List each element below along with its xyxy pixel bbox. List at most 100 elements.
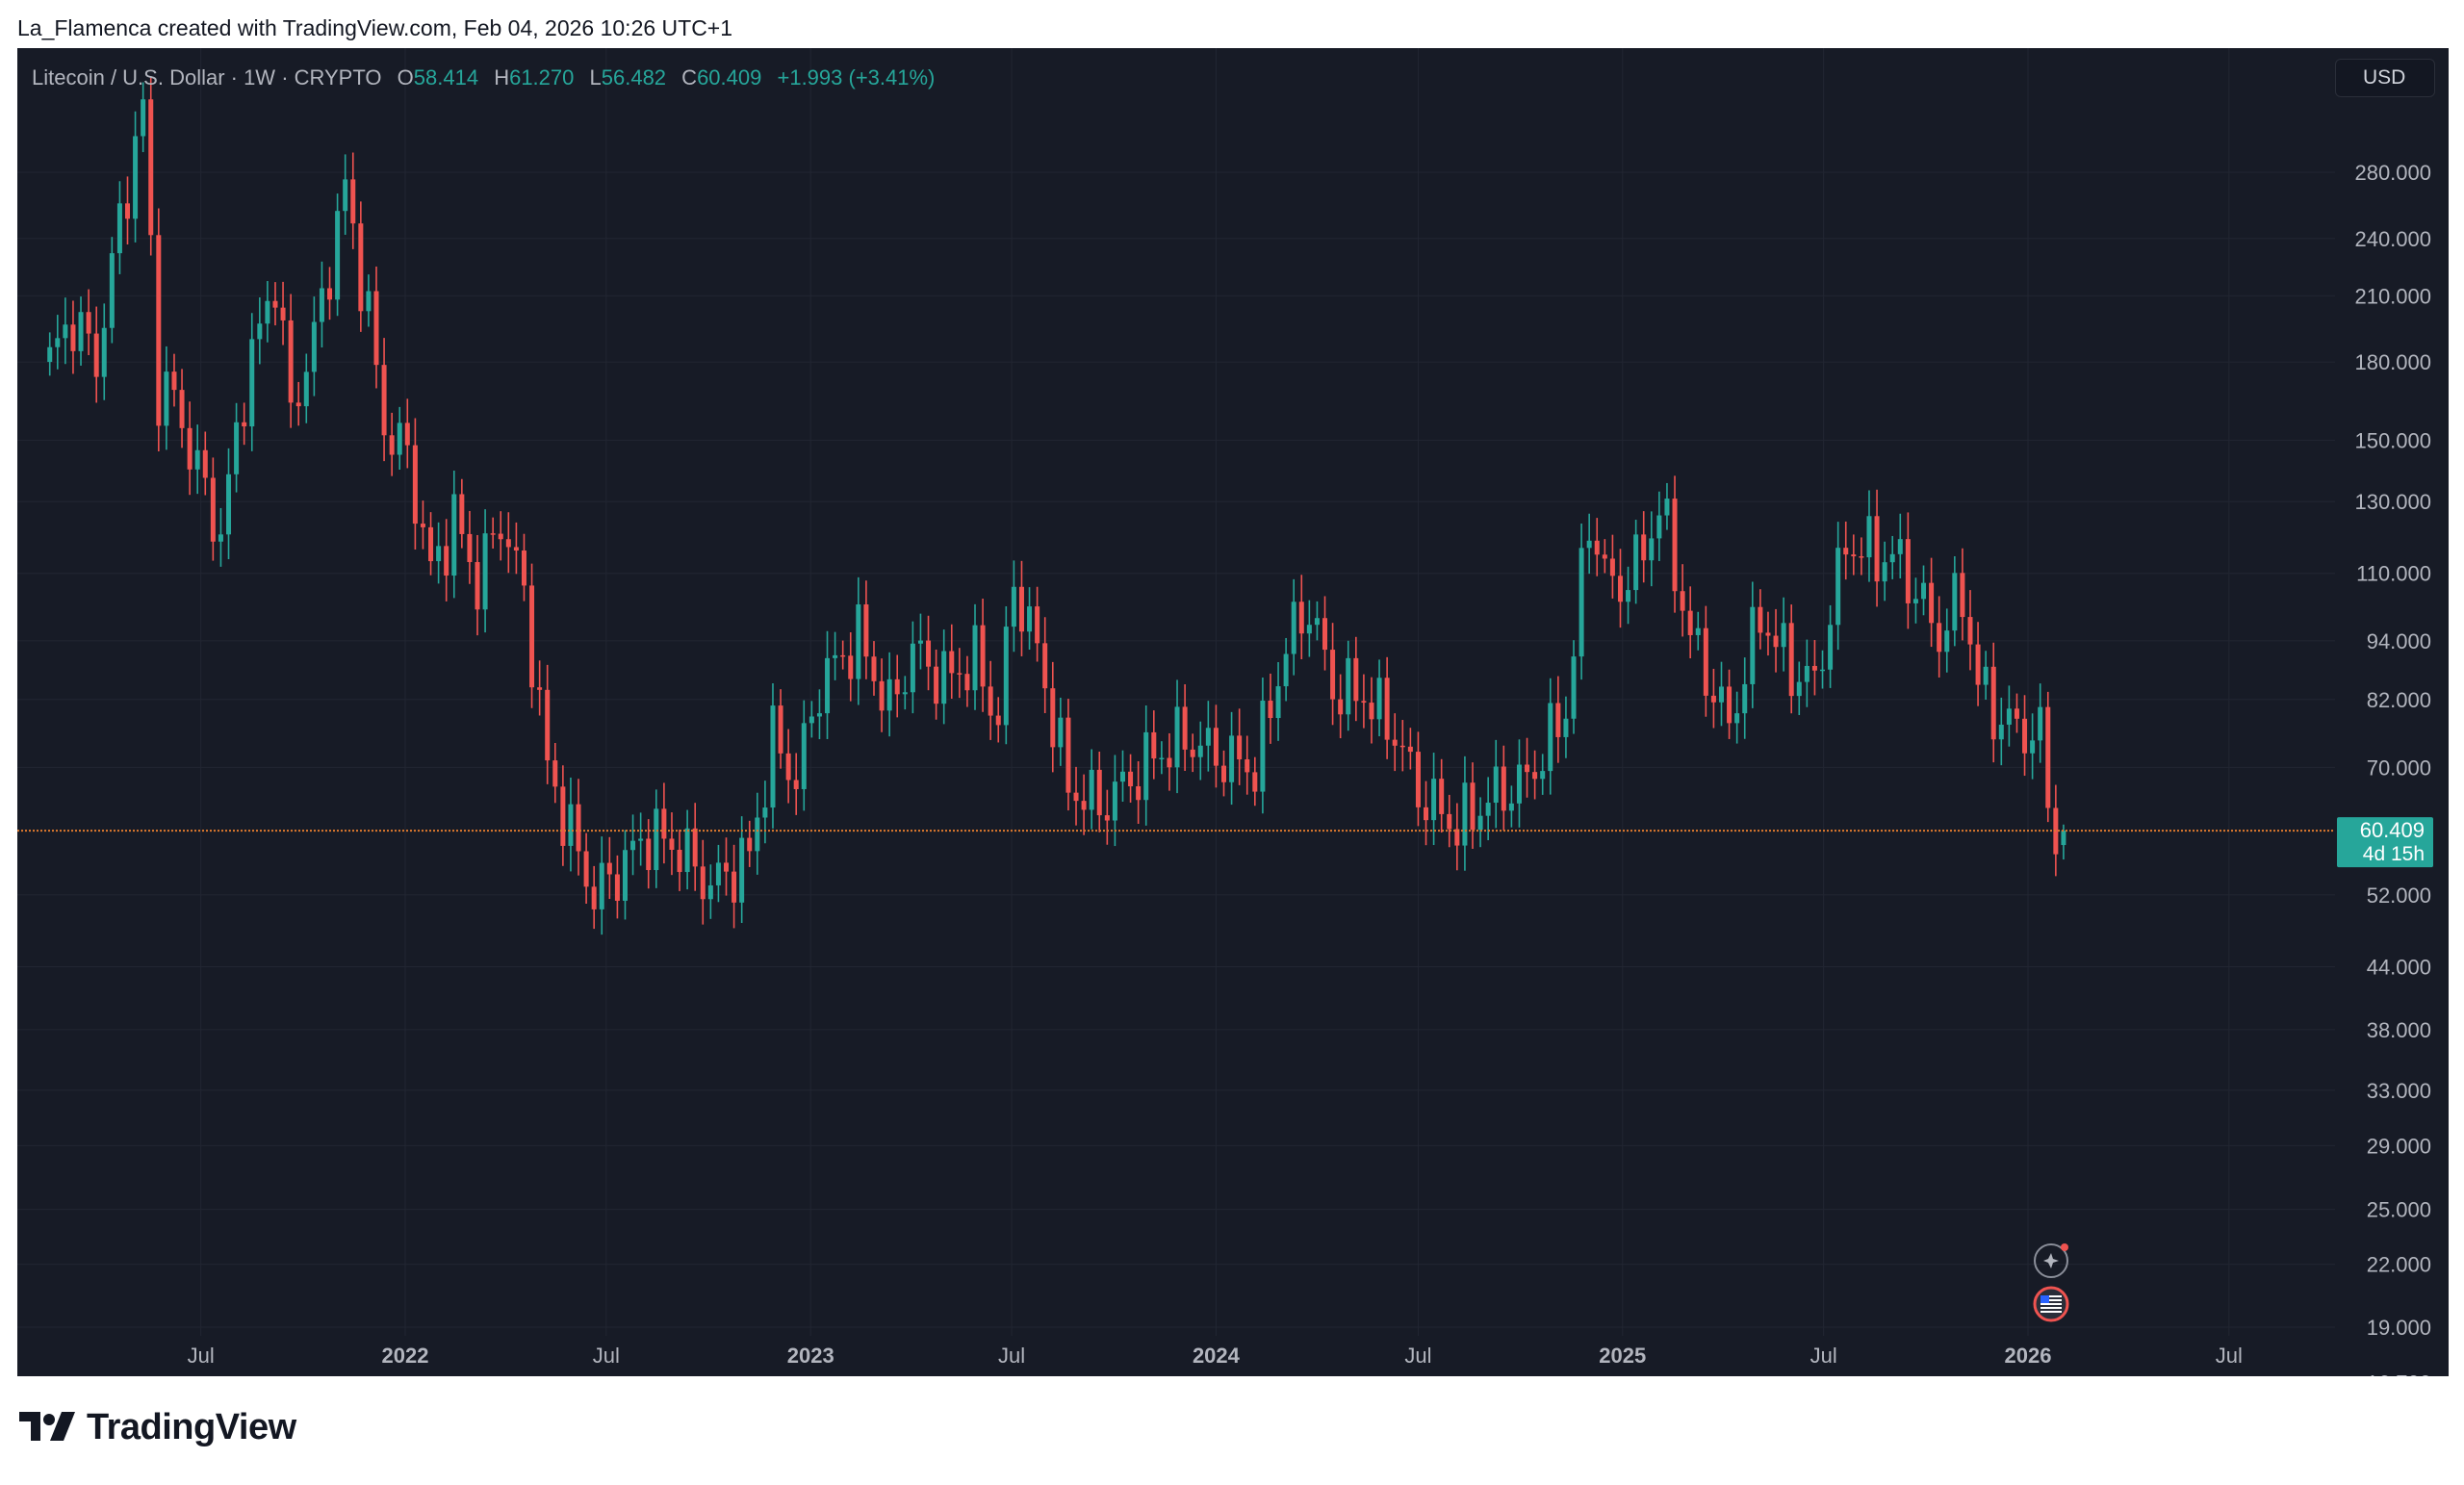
candle-body xyxy=(1571,656,1577,719)
candle xyxy=(1447,794,1452,848)
candle-body xyxy=(265,300,270,324)
candle-body xyxy=(576,804,581,852)
currency-button[interactable]: USD xyxy=(2335,59,2435,97)
candle xyxy=(2014,693,2019,733)
chart-canvas[interactable]: 280.000 240.000 210.000 180.000 150.000 130.0… xyxy=(17,48,2449,1376)
candle-body xyxy=(505,539,511,548)
candle xyxy=(568,777,574,872)
candle xyxy=(1649,511,1655,587)
candle xyxy=(949,624,955,699)
candle-body xyxy=(755,817,760,852)
y-tick-label: 110.000 xyxy=(2356,562,2431,586)
candle-body xyxy=(234,422,240,474)
candle xyxy=(972,603,978,710)
candle xyxy=(886,652,892,737)
candle xyxy=(1952,556,1958,647)
candle xyxy=(816,689,822,740)
candle-body xyxy=(1641,534,1647,561)
candle-body xyxy=(210,477,216,542)
candle-body xyxy=(1680,591,1685,611)
candle-body xyxy=(513,547,519,551)
candle xyxy=(1260,678,1266,814)
candle-body xyxy=(732,871,737,903)
candle xyxy=(1081,774,1087,835)
candle xyxy=(381,338,387,462)
candle-body xyxy=(179,390,185,428)
candle-body xyxy=(1252,772,1258,792)
candle xyxy=(249,313,255,451)
candle xyxy=(1626,566,1631,625)
candle-body xyxy=(825,657,831,714)
candle-body xyxy=(1119,771,1125,782)
candle xyxy=(1563,696,1569,758)
candle-body xyxy=(1298,602,1304,634)
candle xyxy=(934,649,939,720)
candle-body xyxy=(1804,665,1810,682)
candle-body xyxy=(1042,643,1048,689)
candle-body xyxy=(972,625,978,691)
candle-body xyxy=(1555,703,1561,737)
candle-body xyxy=(475,562,480,610)
candle xyxy=(350,152,356,249)
candle xyxy=(1096,752,1102,832)
candle-body xyxy=(715,862,721,885)
candle xyxy=(1905,512,1911,629)
candle xyxy=(1283,637,1289,702)
candle xyxy=(863,580,869,679)
candle-body xyxy=(1703,627,1708,696)
candle-body xyxy=(793,780,799,789)
candle xyxy=(825,630,831,739)
candle-body xyxy=(1859,556,1864,558)
candle xyxy=(583,832,589,905)
candle xyxy=(1617,549,1623,628)
candle xyxy=(762,781,768,844)
x-tick-label: Jul xyxy=(998,1344,1025,1368)
candle-body xyxy=(171,371,177,391)
candle xyxy=(957,648,962,699)
chart-header: La_Flamenca created with TradingView.com… xyxy=(17,15,733,40)
flag-stripe xyxy=(2040,1299,2062,1301)
candle-body xyxy=(78,312,84,351)
candle-body xyxy=(840,654,846,657)
candle xyxy=(1889,535,1895,579)
candles xyxy=(47,77,2066,935)
candle-body xyxy=(1151,731,1157,759)
candle xyxy=(1182,684,1188,772)
candle-body xyxy=(358,223,364,312)
candle-body xyxy=(1330,650,1336,700)
candle-body xyxy=(1617,576,1623,602)
candle-body xyxy=(202,449,208,478)
candle-body xyxy=(521,550,526,586)
candle xyxy=(1742,657,1748,739)
candle xyxy=(70,300,76,374)
candle-body xyxy=(482,533,488,610)
candle-body xyxy=(988,686,993,716)
candle xyxy=(715,844,721,903)
candle-body xyxy=(1937,623,1942,653)
candle xyxy=(755,792,760,875)
candle xyxy=(436,522,442,584)
candle-body xyxy=(1392,739,1398,746)
candle-body xyxy=(669,838,675,851)
candle-body xyxy=(1399,745,1405,748)
candle xyxy=(1018,560,1024,656)
candle-body xyxy=(444,546,449,576)
candle xyxy=(179,369,185,448)
candle-body xyxy=(1454,829,1460,846)
chart-frame[interactable]: 280.000 240.000 210.000 180.000 150.000 130.0… xyxy=(17,48,2449,1376)
candle xyxy=(467,510,473,584)
candle-body xyxy=(1027,606,1033,632)
candle xyxy=(1104,789,1110,845)
candle xyxy=(1159,741,1165,775)
candle xyxy=(1571,640,1577,734)
candle xyxy=(1555,676,1561,763)
candle-body xyxy=(1462,782,1468,846)
candle-body xyxy=(1750,606,1756,684)
candle-body xyxy=(1361,701,1367,704)
candle-body xyxy=(218,534,223,542)
candle xyxy=(1758,589,1763,650)
tradingview-brand[interactable]: TradingView xyxy=(19,1407,296,1448)
candle-body xyxy=(1174,706,1180,768)
candle-body xyxy=(801,723,807,789)
